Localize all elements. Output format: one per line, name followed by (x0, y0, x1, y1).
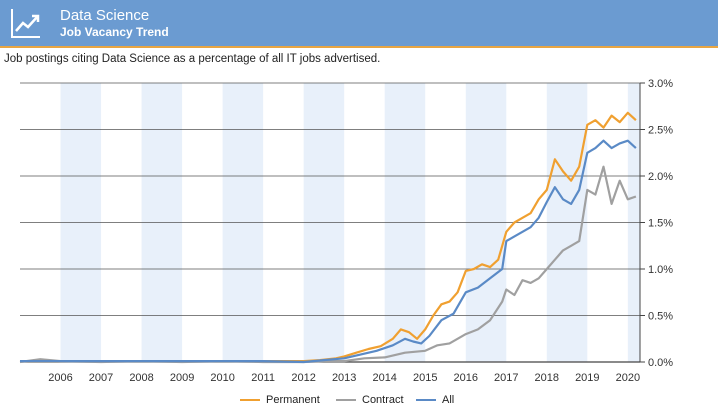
y-axis-ticks: 0.0% 0.5% 1.0% 1.5% 2.0% 2.5% 3.0% (648, 78, 673, 369)
x-tick-label: 2016 (454, 372, 478, 384)
legend-item-all[interactable]: All (416, 394, 454, 406)
x-tick-label: 2013 (332, 372, 356, 384)
x-tick-label: 2008 (129, 372, 153, 384)
x-tick-label: 2014 (372, 372, 396, 384)
legend-item-permanent[interactable]: Permanent (240, 394, 320, 406)
header-accent-line (0, 46, 718, 48)
legend-label-contract: Contract (362, 394, 404, 406)
legend-swatch-permanent (240, 399, 260, 401)
chart-title: Data Science (60, 7, 150, 24)
x-tick-label: 2009 (170, 372, 194, 384)
chart-subtitle: Job Vacancy Trend (60, 25, 169, 39)
y-tick-label: 1.5% (648, 218, 673, 230)
legend-label-all: All (442, 394, 455, 406)
legend-item-contract[interactable]: Contract (336, 394, 404, 406)
series-lines (19, 111, 637, 364)
y-tick-label: 2.5% (648, 125, 673, 137)
x-tick-label: 2012 (291, 372, 315, 384)
series-line-all (20, 139, 637, 364)
x-tick-label: 2019 (575, 372, 599, 384)
x-tick-label: 2010 (210, 372, 234, 384)
chart-legend: Permanent Contract All (0, 392, 718, 410)
y-tick-label: 1.0% (648, 264, 673, 276)
x-axis-ticks: 2006 2007 2008 2009 2010 2011 2012 2013 2014 2015… (48, 372, 640, 384)
legend-swatch-all (416, 399, 436, 401)
chart-header: Data Science Job Vacancy Trend (0, 0, 718, 46)
x-tick-label: 2020 (616, 372, 640, 384)
trend-chart-icon (8, 5, 44, 41)
x-tick-label: 2006 (48, 372, 72, 384)
x-tick-label: 2017 (494, 372, 518, 384)
y-tick-label: 3.0% (648, 78, 673, 90)
y-tick-label: 0.0% (648, 357, 673, 369)
legend-swatch-contract (336, 399, 356, 401)
x-tick-label: 2011 (251, 372, 275, 384)
y-tick-label: 2.0% (648, 171, 673, 183)
line-chart: 0.0%0.5%1.0%1.5%2.0%2.5%3.0% 2006 2007 200… (19, 78, 673, 384)
y-tick-label: 0.5% (648, 311, 673, 323)
x-tick-label: 2007 (89, 372, 113, 384)
chart-description: Job postings citing Data Science as a pe… (4, 53, 381, 65)
x-tick-label: 2015 (413, 372, 437, 384)
legend-label-permanent: Permanent (266, 394, 320, 406)
x-tick-label: 2018 (535, 372, 559, 384)
